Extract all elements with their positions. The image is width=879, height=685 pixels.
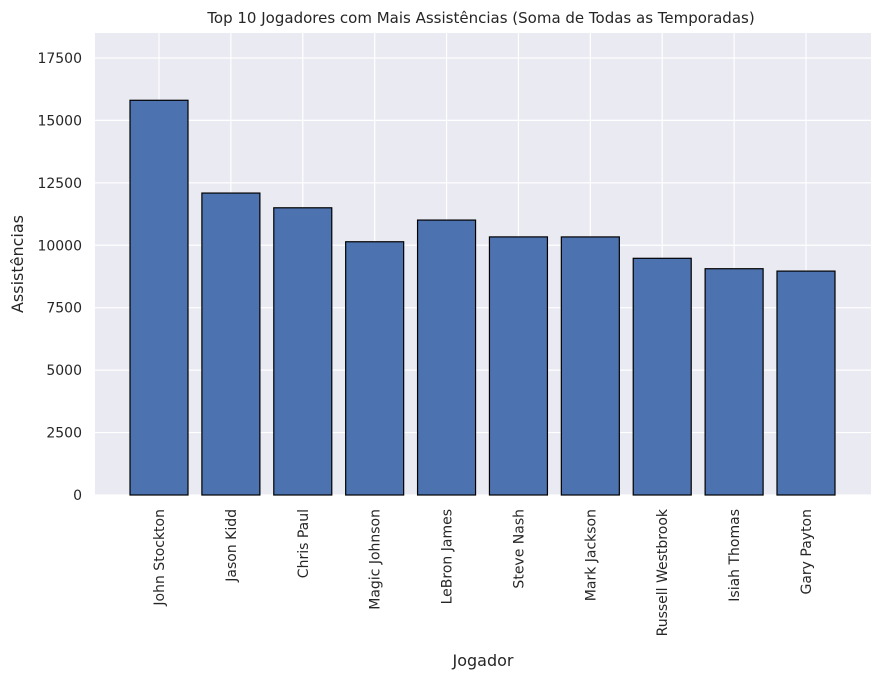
bar <box>776 270 836 496</box>
y-tick-label: 12500 <box>37 176 82 192</box>
bar <box>345 241 405 496</box>
x-axis-label: Jogador <box>452 651 514 670</box>
bar <box>632 257 692 496</box>
y-tick-label: 17500 <box>37 51 82 67</box>
bar <box>704 268 764 496</box>
x-tick-label: Chris Paul <box>296 509 312 578</box>
bar <box>273 207 333 496</box>
x-tick-labels: John Stockton Jason Kidd Chris Paul Magic J… <box>152 508 815 636</box>
x-tick-label: LeBron James <box>440 509 456 604</box>
y-tick-label: 7500 <box>46 301 82 317</box>
x-tick-label: Russell Westbrook <box>655 508 671 636</box>
x-tick-label: Gary Payton <box>799 509 815 595</box>
bar <box>201 192 261 496</box>
bars <box>129 99 836 496</box>
y-tick-label: 10000 <box>37 238 82 254</box>
x-tick-label: Steve Nash <box>511 509 527 589</box>
y-tick-label: 0 <box>73 488 82 504</box>
y-tick-label: 5000 <box>46 363 82 379</box>
bar <box>488 236 549 496</box>
x-tick-label: John Stockton <box>152 509 168 607</box>
y-axis-label: Assistências <box>8 215 27 313</box>
chart-title: Top 10 Jogadores com Mais Assistências (… <box>206 9 754 27</box>
bar <box>416 219 477 496</box>
x-tick-label: Mark Jackson <box>583 509 599 601</box>
y-tick-label: 15000 <box>37 113 82 129</box>
x-tick-label: Magic Johnson <box>368 509 384 610</box>
y-tick-label: 2500 <box>46 426 82 442</box>
x-tick-label: Isiah Thomas <box>727 509 743 602</box>
bar <box>129 99 189 496</box>
y-tick-labels: 0 2500 5000 7500 10000 12500 15000 17500 <box>37 51 82 504</box>
x-tick-label: Jason Kidd <box>224 509 240 583</box>
bar <box>560 236 620 496</box>
